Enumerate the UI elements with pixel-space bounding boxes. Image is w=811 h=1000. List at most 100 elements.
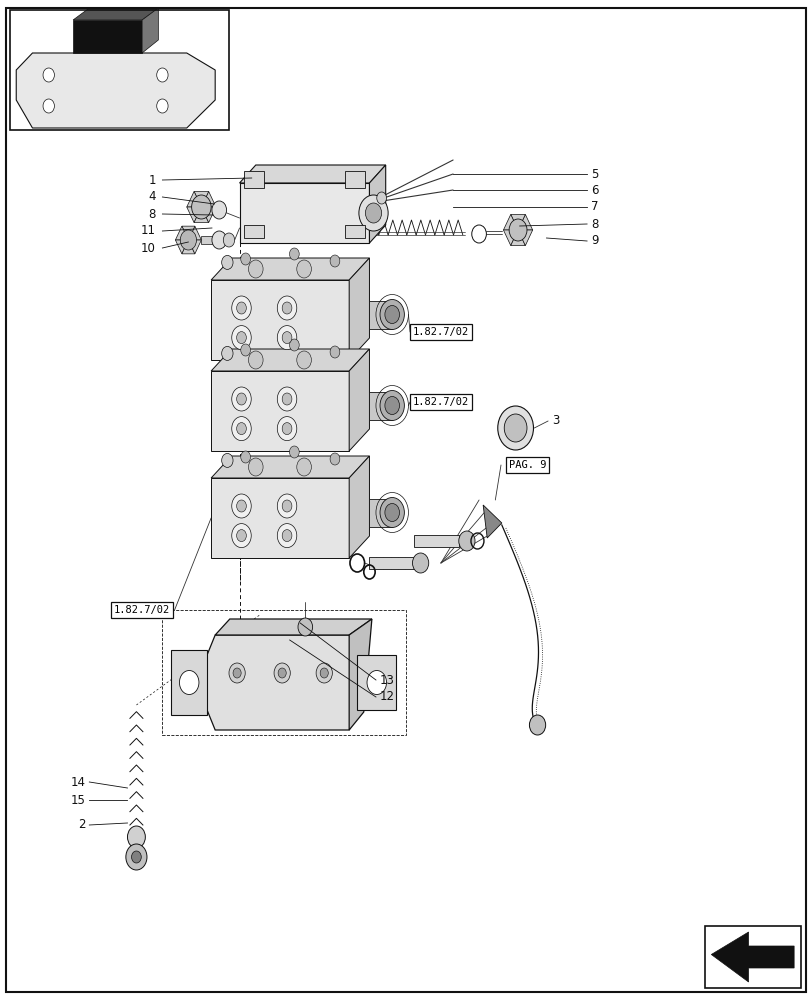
- Polygon shape: [188, 226, 201, 240]
- Circle shape: [179, 670, 199, 694]
- Polygon shape: [182, 240, 195, 254]
- Circle shape: [412, 553, 428, 573]
- Circle shape: [248, 458, 263, 476]
- Circle shape: [289, 248, 298, 260]
- Bar: [414, 535, 458, 547]
- Circle shape: [221, 255, 233, 269]
- Circle shape: [231, 296, 251, 320]
- Circle shape: [231, 387, 251, 411]
- Circle shape: [274, 663, 290, 683]
- Polygon shape: [345, 225, 365, 238]
- Circle shape: [277, 296, 297, 320]
- Bar: [369, 391, 392, 420]
- Circle shape: [126, 844, 147, 870]
- Text: 12: 12: [380, 690, 394, 704]
- Polygon shape: [175, 226, 188, 240]
- Text: 1: 1: [148, 174, 156, 186]
- Polygon shape: [194, 207, 208, 223]
- Text: PAG. 9: PAG. 9: [508, 460, 546, 470]
- Text: 15: 15: [71, 794, 85, 806]
- Circle shape: [241, 344, 250, 356]
- Circle shape: [233, 668, 241, 678]
- Polygon shape: [182, 226, 195, 240]
- Circle shape: [212, 201, 226, 219]
- Polygon shape: [211, 349, 369, 371]
- Circle shape: [297, 260, 311, 278]
- Circle shape: [277, 668, 286, 678]
- Circle shape: [376, 192, 386, 204]
- Circle shape: [289, 339, 298, 351]
- Circle shape: [504, 414, 526, 442]
- Text: 8: 8: [148, 208, 156, 221]
- Polygon shape: [215, 619, 371, 635]
- Circle shape: [367, 670, 386, 694]
- Circle shape: [384, 504, 399, 522]
- Circle shape: [329, 346, 340, 358]
- Circle shape: [277, 326, 297, 350]
- Circle shape: [289, 446, 298, 458]
- Circle shape: [277, 417, 297, 441]
- Text: 8: 8: [590, 218, 598, 231]
- Circle shape: [221, 346, 233, 360]
- Circle shape: [236, 393, 246, 405]
- Bar: [211, 280, 349, 360]
- Circle shape: [241, 451, 250, 463]
- Circle shape: [127, 826, 145, 848]
- Text: 4: 4: [148, 190, 156, 204]
- Circle shape: [358, 195, 388, 231]
- Circle shape: [231, 326, 251, 350]
- Circle shape: [471, 225, 486, 243]
- Polygon shape: [483, 505, 501, 538]
- Bar: [704, 926, 800, 988]
- Polygon shape: [73, 8, 158, 20]
- Text: 10: 10: [141, 241, 156, 254]
- Circle shape: [380, 390, 404, 420]
- Bar: [369, 557, 414, 569]
- Circle shape: [191, 195, 211, 219]
- Bar: [201, 236, 216, 244]
- Text: 9: 9: [590, 234, 598, 247]
- Circle shape: [43, 99, 54, 113]
- Circle shape: [329, 453, 340, 465]
- Circle shape: [223, 233, 234, 247]
- Circle shape: [329, 255, 340, 267]
- Circle shape: [529, 715, 545, 735]
- Text: 1.82.7/02: 1.82.7/02: [412, 327, 469, 337]
- Circle shape: [297, 458, 311, 476]
- Polygon shape: [349, 456, 369, 558]
- Text: 5: 5: [590, 167, 598, 180]
- Circle shape: [231, 524, 251, 548]
- Circle shape: [315, 663, 332, 683]
- Circle shape: [229, 663, 245, 683]
- Polygon shape: [207, 635, 357, 730]
- Circle shape: [157, 99, 168, 113]
- Circle shape: [277, 494, 297, 518]
- Circle shape: [248, 260, 263, 278]
- Text: 13: 13: [380, 674, 394, 686]
- Polygon shape: [142, 8, 158, 53]
- Circle shape: [282, 393, 292, 405]
- Circle shape: [297, 351, 311, 369]
- Circle shape: [236, 423, 246, 435]
- Polygon shape: [345, 171, 365, 188]
- Circle shape: [248, 351, 263, 369]
- Bar: [211, 478, 349, 558]
- Circle shape: [365, 203, 381, 223]
- Text: 1.82.7/02: 1.82.7/02: [114, 605, 170, 615]
- Polygon shape: [503, 214, 517, 230]
- Polygon shape: [73, 20, 142, 53]
- Circle shape: [212, 231, 226, 249]
- Polygon shape: [503, 230, 517, 246]
- Polygon shape: [357, 655, 396, 710]
- Polygon shape: [517, 230, 532, 246]
- Bar: [10, 10, 229, 130]
- Polygon shape: [510, 214, 525, 230]
- Circle shape: [282, 423, 292, 435]
- Circle shape: [320, 668, 328, 678]
- Bar: [162, 610, 406, 735]
- Bar: [369, 499, 392, 526]
- Circle shape: [277, 387, 297, 411]
- Polygon shape: [201, 207, 216, 223]
- Polygon shape: [349, 619, 371, 730]
- Circle shape: [231, 417, 251, 441]
